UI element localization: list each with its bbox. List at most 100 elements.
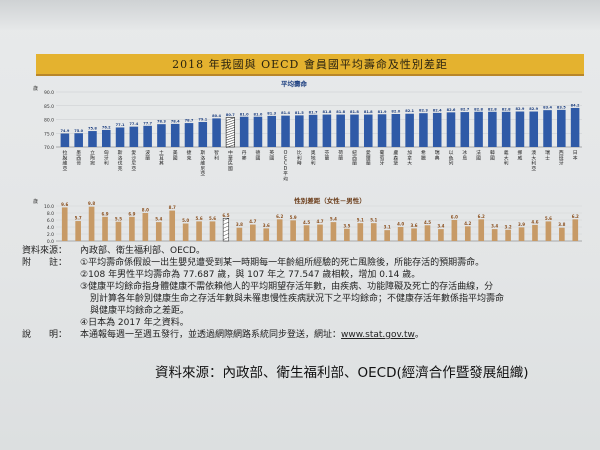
life-expectancy-bar [281,115,290,147]
country-tick-label: 澳 [531,149,536,156]
life-expectancy-bar [157,124,166,147]
highlight-bar-hatch [226,141,235,146]
note-1: ①平均壽命係假設一出生嬰兒遭受到某一時期每一年齡組所經驗的死亡風險後，所能存活的… [80,258,485,268]
gender-gap-bar [303,225,310,241]
gender-gap-value-label: 3.2 [505,224,512,229]
gender-gap-value-label: 4.2 [464,221,471,226]
country-tick-label: 大 [504,154,509,161]
highlight-bar-hatch [223,233,229,237]
life-expectancy-value-label: 79.1 [198,117,207,121]
note-row: 附 註： ①平均壽命係假設一出生嬰兒遭受到某一時期每一年齡組所經驗的死亡風險後，… [22,257,592,329]
source-label: 資料來源： [22,246,68,256]
country-tick-label: 脫 [62,154,67,161]
life-expectancy-value-label: 81.8 [350,110,359,114]
gender-gap-bar [384,230,391,241]
gender-gap-value-label: 9.8 [88,201,95,206]
gender-gap-value-label: 3.5 [343,223,350,228]
gender-gap-bar [357,223,364,241]
top-y-tick-label: 80.0 [44,118,54,124]
country-tick-label: C [284,161,288,167]
life-expectancy-value-label: 77.1 [116,123,125,127]
life-expectancy-value-label: 80.7 [226,113,235,117]
country-tick-label: 時 [297,161,302,167]
gender-gap-value-label: 5.1 [357,218,364,223]
life-expectancy-value-label: 81.3 [267,111,276,115]
life-expectancy-bar [225,117,235,148]
country-tick-label: E [284,155,287,161]
highlight-bar-hatch [226,139,235,143]
country-tick-label: 中 [228,149,233,156]
country-tick-label: 爾 [366,155,371,161]
country-tick-label: 大 [407,160,412,167]
bottom-y-tick-label: 2.0 [47,232,54,238]
gender-gap-value-label: 4.6 [531,219,538,224]
life-expectancy-bar [101,129,111,147]
highlight-bar-hatch [223,221,229,225]
top-y-tick-label: 70.0 [44,145,54,151]
life-expectancy-value-label: 75.0 [74,129,83,133]
source-text: 內政部、衛生福利部、OECD。 [80,246,205,256]
gender-gap-value-label: 3.1 [384,225,391,230]
bottom-y-tick-label: 8.0 [47,211,54,217]
gender-gap-value-label: 6.2 [478,214,485,219]
country-tick-label: 挪 [518,149,523,156]
country-tick-label: 地 [311,154,316,161]
gender-gap-value-label: 6.9 [101,211,108,216]
top-y-tick-label: 85.0 [44,104,54,110]
country-tick-label: 其 [159,161,164,167]
gender-gap-bar [263,228,270,241]
gender-gap-bar [102,216,108,241]
highlight-bar-hatch [223,225,229,229]
life-expectancy-value-label: 82.8 [474,107,483,111]
country-tick-label: D [284,166,288,172]
gender-gap-bar [491,229,498,241]
gender-gap-bar [464,226,471,241]
notes-block: 資料來源： 內政部、衛生福利部、OECD。 附 註： ①平均壽命係假設一出生嬰兒… [22,245,592,341]
gender-gap-value-label: 8.7 [169,205,176,210]
gender-gap-value-label: 3.8 [236,222,243,227]
gender-gap-bar [370,223,377,241]
highlight-bar-hatch [226,122,235,126]
gender-gap-value-label: 3.4 [437,224,444,229]
life-expectancy-value-label: 81.5 [295,111,304,115]
life-expectancy-bar [60,133,70,147]
life-expectancy-value-label: 81.8 [322,110,331,114]
country-tick-label: 義 [504,149,509,156]
country-tick-label: 臘 [421,154,426,161]
website-link[interactable]: www.stat.gov.tw [341,330,415,340]
life-expectancy-bar [432,112,442,147]
country-tick-label: 紐 [352,149,357,156]
life-expectancy-bar [253,116,263,147]
country-tick-label: 國 [173,155,178,161]
life-expectancy-bar [446,112,456,147]
gender-gap-value-label: 5.4 [330,217,337,222]
gender-gap-value-label: 4.5 [303,220,310,225]
country-tick-label: 斯 [118,149,123,156]
life-expectancy-bar [198,121,208,147]
life-expectancy-bar [460,112,470,147]
highlight-bar-hatch [226,124,235,129]
life-expectancy-value-label: 81.8 [336,110,345,114]
gender-gap-bar [411,228,417,241]
life-expectancy-bar [557,109,566,147]
country-tick-label: 西 [76,155,81,161]
country-tick-label: 墨 [76,150,81,156]
highlight-bar-hatch [226,129,235,134]
chart-title: 2018 年我國與 OECD 會員國平均壽命及性別差距 [172,58,448,71]
life-expectancy-value-label: 76.2 [102,125,111,129]
life-expectancy-bar [322,114,332,147]
country-tick-label: 加 [407,149,412,156]
gender-gap-value-label: 4.7 [249,219,256,224]
description-row: 說 明： 本通報每週一至週五發行，並透過網際網路系統同步登送，網址：www.st… [22,329,592,341]
country-tick-label: 蘭 [324,154,329,161]
country-tick-label: 國 [256,155,261,161]
country-tick-label: 法 [476,149,481,156]
country-tick-label: 智 [214,149,219,156]
gender-gap-bar [129,216,135,241]
highlight-bar-hatch [226,119,235,124]
bottom-y-tick-label: 4.0 [47,225,54,231]
country-tick-label: 亞 [131,166,136,172]
country-tick-label: 韓 [490,149,495,156]
country-tick-label: 萄 [380,154,385,161]
life-expectancy-bar [377,114,387,147]
